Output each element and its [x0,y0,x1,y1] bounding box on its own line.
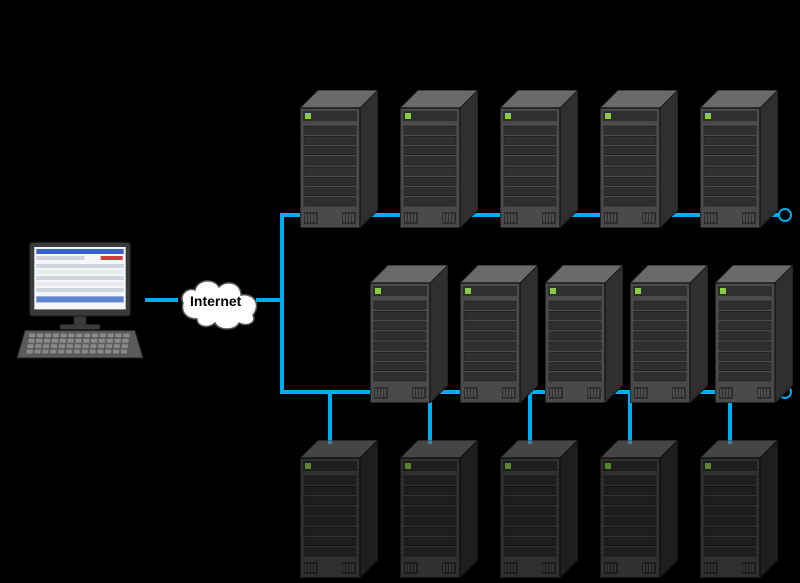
server-rack-r0-s3 [600,90,678,233]
cloud-label: Internet [190,293,241,309]
server-rack-r2-s4 [700,440,778,583]
bus-vertical [280,213,284,394]
drop-r2-s0 [328,390,332,444]
server-rack-r1-s0 [370,265,448,408]
server-rack-r1-s1 [460,265,538,408]
bus-row1-end [778,208,792,222]
server-rack-r2-s3 [600,440,678,583]
server-rack-r0-s1 [400,90,478,233]
link-computer-cloud [145,298,178,302]
server-rack-r2-s1 [400,440,478,583]
server-rack-r0-s4 [700,90,778,233]
server-rack-r0-s0 [300,90,378,233]
server-rack-r1-s3 [630,265,708,408]
client-computer [15,240,145,365]
server-rack-r2-s2 [500,440,578,583]
server-rack-r2-s0 [300,440,378,583]
server-rack-r1-s2 [545,265,623,408]
diagram-stage: Internet [0,0,800,556]
server-rack-r0-s2 [500,90,578,233]
server-rack-r1-s4 [715,265,793,408]
